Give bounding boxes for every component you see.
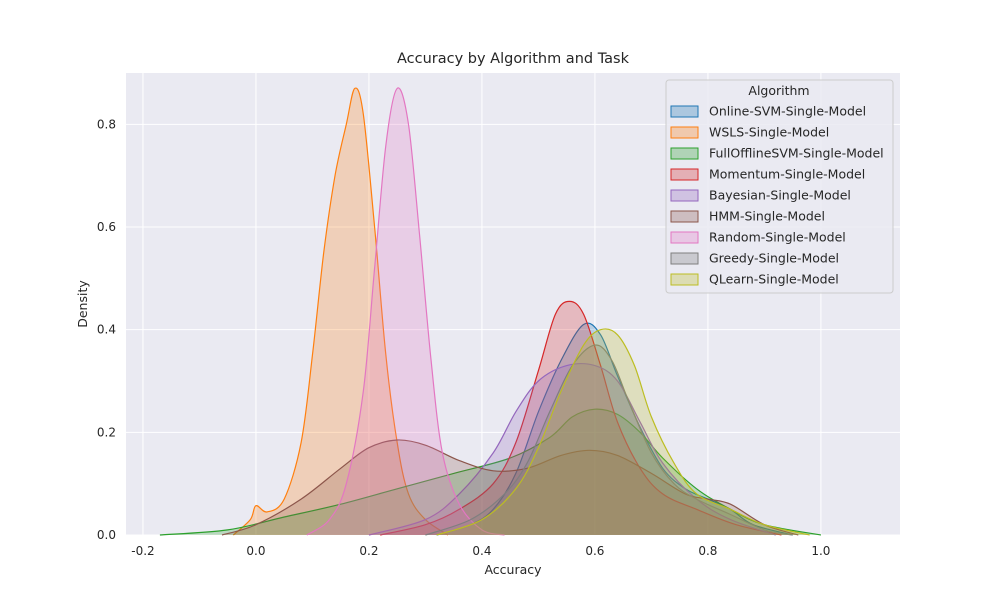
chart-title: Accuracy by Algorithm and Task [397,51,630,67]
x-tick-label: -0.2 [131,544,154,558]
x-tick-label: 0.6 [585,544,604,558]
density-line [380,300,782,536]
legend-swatch [670,252,699,265]
legend-item: FullOfflineSVM-Single-Model [670,146,884,161]
legend-item: Momentum-Single-Model [670,167,865,182]
legend-item: HMM-Single-Model [670,209,825,224]
legend-swatch [670,147,699,160]
legend-label: QLearn-Single-Model [709,272,839,287]
density-line [425,344,793,536]
x-axis-label: Accuracy [484,562,542,577]
density-area [380,301,782,535]
density-area [306,87,505,535]
density-area [436,328,810,535]
tick-labels: -0.2 0.0 0.2 0.4 0.6 0.8 1.0 0.0 0.2 0.4 0.6 0.8 [97,117,831,558]
legend-swatch [670,273,699,286]
y-tick-label: 0.6 [97,220,116,234]
legend-item: Greedy-Single-Model [670,251,839,266]
legend-title: Algorithm [748,83,809,98]
x-tick-label: 0.2 [359,544,378,558]
y-tick-label: 0.2 [97,425,116,439]
series-3 [159,408,822,536]
legend-label: WSLS-Single-Model [709,125,829,140]
x-tick-label: 0.4 [472,544,491,558]
legend-swatch [670,189,699,202]
series-9 [436,328,810,536]
density-line [436,328,810,536]
series-4 [380,300,782,536]
y-tick-label: 0.0 [97,528,116,542]
legend-label: Bayesian-Single-Model [709,188,851,203]
legend-item: QLearn-Single-Model [670,272,839,287]
legend-label: HMM-Single-Model [709,209,825,224]
density-line [306,87,505,536]
x-tick-label: 0.0 [246,544,265,558]
y-tick-label: 0.4 [97,323,116,337]
density-area [436,323,793,535]
density-line [159,408,822,536]
legend-swatch [670,168,699,181]
series-layer [159,87,822,536]
series-7 [306,87,505,536]
legend-label: FullOfflineSVM-Single-Model [709,146,884,161]
x-tick-label: 1.0 [811,544,830,558]
legend-swatch [670,231,699,244]
legend-label: Online-SVM-Single-Model [709,104,866,119]
density-area [368,363,776,535]
density-area [159,409,821,535]
legend-swatch [670,126,699,139]
density-area [233,88,448,535]
x-tick-label: 0.8 [698,544,717,558]
legend-label: Random-Single-Model [709,230,846,245]
legend-swatch [670,105,699,118]
y-axis-label: Density [75,280,90,328]
legend-label: Momentum-Single-Model [709,167,865,182]
density-line [221,439,799,536]
legend-items: Online-SVM-Single-Model WSLS-Single-Model… [670,104,884,287]
legend-item: Bayesian-Single-Model [670,188,851,203]
legend-item: Online-SVM-Single-Model [670,104,866,119]
legend-item: WSLS-Single-Model [670,125,829,140]
legend-item: Random-Single-Model [670,230,846,245]
legend: Algorithm Online-SVM-Single-Model WSLS-Si… [665,79,894,294]
legend-swatch [670,210,699,223]
legend-label: Greedy-Single-Model [709,251,839,266]
legend-box [665,79,894,294]
y-tick-label: 0.8 [97,117,116,131]
density-line [232,87,449,536]
series-2 [232,87,449,536]
